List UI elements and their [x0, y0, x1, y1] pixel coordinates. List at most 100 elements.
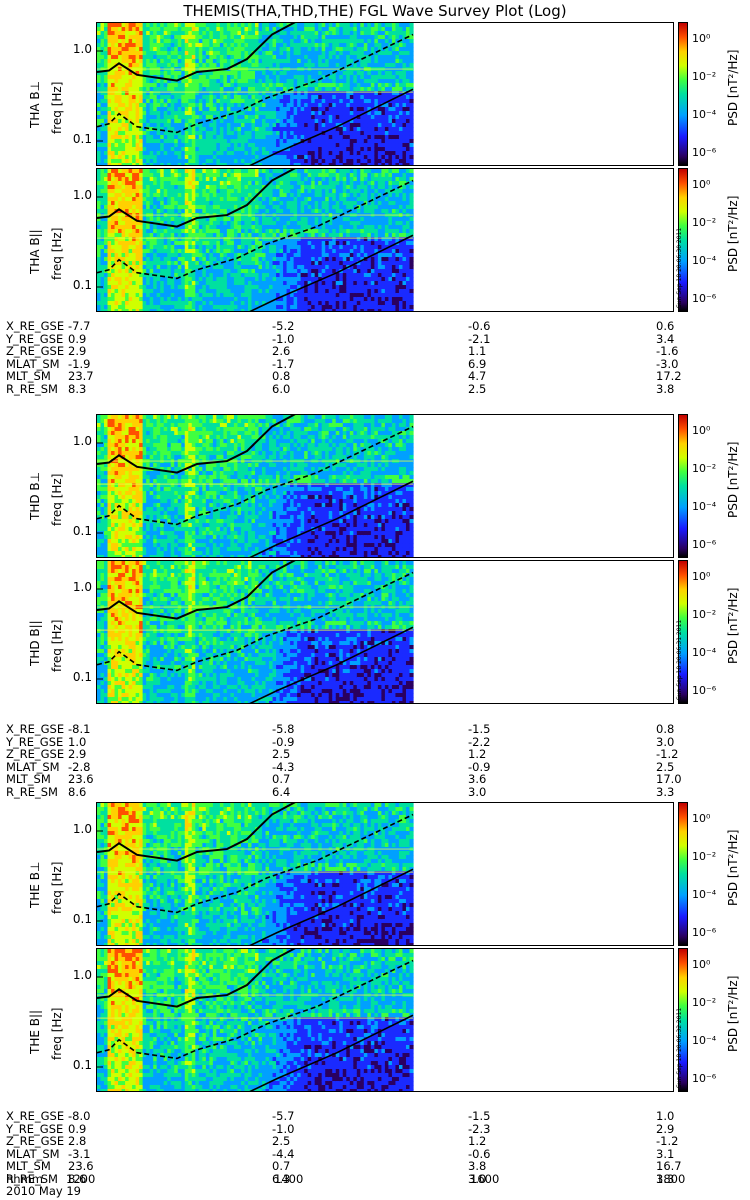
- spectrogram-cell: [125, 249, 130, 254]
- spectrogram-cell: [321, 23, 326, 28]
- spectrogram-cell: [279, 139, 284, 144]
- spectrogram-cell: [328, 139, 333, 144]
- spectrogram-cell: [184, 201, 189, 206]
- spectrogram-cell: [212, 309, 217, 311]
- spectrogram-cell: [395, 51, 400, 56]
- spectrogram-cell: [188, 47, 193, 52]
- spectrogram-cell: [128, 71, 133, 76]
- spectrogram-cell: [104, 297, 109, 302]
- spectrogram-cell: [290, 159, 295, 164]
- spectrogram-cell: [346, 147, 351, 152]
- spectrogram-cell: [191, 265, 196, 270]
- spectrogram-cell: [300, 43, 305, 48]
- spectrogram-cell: [114, 115, 119, 120]
- spectrogram-cell: [240, 189, 246, 194]
- spectrogram-cell: [97, 63, 102, 68]
- spectrogram-cell: [104, 143, 109, 148]
- spectrogram-cell: [230, 115, 235, 120]
- spectrogram-cell: [97, 173, 102, 178]
- spectrogram-cell: [402, 79, 407, 84]
- spectrogram-cell: [244, 205, 249, 210]
- spectrogram-cell: [325, 139, 330, 144]
- spectrogram-cell: [237, 289, 242, 294]
- spectrogram-cell: [188, 221, 193, 226]
- spectrogram-cell: [360, 91, 365, 96]
- spectrogram-cell: [174, 193, 179, 198]
- spectrogram-cell: [174, 143, 179, 148]
- spectrogram-cell: [149, 217, 154, 222]
- spectrogram-cell: [304, 87, 309, 92]
- spectrogram-cell: [283, 111, 288, 116]
- spectrogram-cell: [167, 209, 172, 214]
- spectrogram-panel: [96, 22, 674, 166]
- spectrogram-cell: [244, 95, 249, 100]
- spectrogram-cell: [339, 71, 344, 76]
- spectrogram-cell: [104, 27, 109, 32]
- spectrogram-cell: [191, 131, 196, 136]
- spectrogram-cell: [226, 119, 232, 124]
- spectrogram-cell: [153, 277, 158, 282]
- spectrogram-cell: [114, 119, 119, 124]
- spectrogram-cell: [111, 269, 116, 274]
- spectrogram-cell: [240, 79, 246, 84]
- spectrogram-cell: [237, 269, 242, 274]
- spectrogram-cell: [139, 139, 144, 144]
- spectrogram-cell: [170, 119, 175, 124]
- spectrogram-cell: [128, 155, 133, 160]
- spectrogram-cell: [247, 39, 253, 44]
- spectrogram-cell: [170, 107, 175, 112]
- spectrogram-cell: [251, 79, 256, 84]
- spectrogram-cell: [388, 111, 393, 116]
- spectrogram-cell: [318, 127, 323, 132]
- spectrogram-cell: [212, 47, 217, 52]
- spectrogram-cell: [353, 155, 358, 160]
- spectrogram-cell: [202, 103, 207, 108]
- spectrogram-cell: [321, 75, 326, 80]
- spectrogram-cell: [272, 79, 277, 84]
- spectrogram-cell: [100, 147, 105, 152]
- spectrogram-cell: [251, 147, 256, 152]
- spectrogram-cell: [377, 39, 382, 44]
- spectrogram-cell: [111, 23, 116, 28]
- spectrogram-cell: [104, 265, 109, 270]
- spectrogram-cell: [163, 285, 168, 290]
- spectrogram-cell: [195, 155, 200, 160]
- spectrogram-cell: [146, 79, 151, 84]
- spectrogram-cell: [226, 209, 232, 214]
- spectrogram-cell: [321, 151, 326, 156]
- spectrogram-cell: [100, 181, 105, 186]
- spectrogram-cell: [370, 55, 375, 60]
- spectrogram-cell: [135, 159, 140, 164]
- spectrogram-cell: [240, 297, 246, 302]
- spectrogram-cell: [107, 233, 112, 238]
- spectrogram-cell: [163, 237, 168, 242]
- spectrogram-cell: [100, 107, 105, 112]
- spectrogram-cell: [325, 79, 330, 84]
- spectrogram-cell: [153, 59, 158, 64]
- spectrogram-cell: [191, 51, 196, 56]
- spectrogram-cell: [237, 197, 242, 202]
- spectrogram-cell: [195, 131, 200, 136]
- spectrogram-cell: [170, 99, 175, 104]
- spectrogram-cell: [356, 39, 361, 44]
- spectrogram-cell: [209, 209, 214, 214]
- spectrogram-cell: [240, 237, 246, 242]
- spectrogram-cell: [237, 261, 242, 266]
- spectrogram-cell: [149, 35, 154, 40]
- spectrogram-cell: [160, 147, 165, 152]
- spectrogram-cell: [181, 181, 186, 186]
- spectrogram-cell: [205, 87, 210, 92]
- spectrogram-cell: [335, 151, 340, 156]
- spectrogram-cell: [212, 143, 217, 148]
- spectrogram-cell: [307, 147, 312, 152]
- spectrogram-cell: [255, 95, 260, 100]
- spectrogram-cell: [100, 159, 105, 164]
- spectrogram-cell: [247, 297, 253, 302]
- spectrogram-cell: [142, 273, 147, 278]
- spectrogram-cell: [104, 31, 109, 36]
- spectrogram-cell: [244, 143, 249, 148]
- spectrogram-cell: [223, 241, 228, 246]
- spectrogram-cell: [251, 173, 256, 178]
- spectrogram-cell: [391, 95, 397, 100]
- spectrogram-cell: [125, 139, 130, 144]
